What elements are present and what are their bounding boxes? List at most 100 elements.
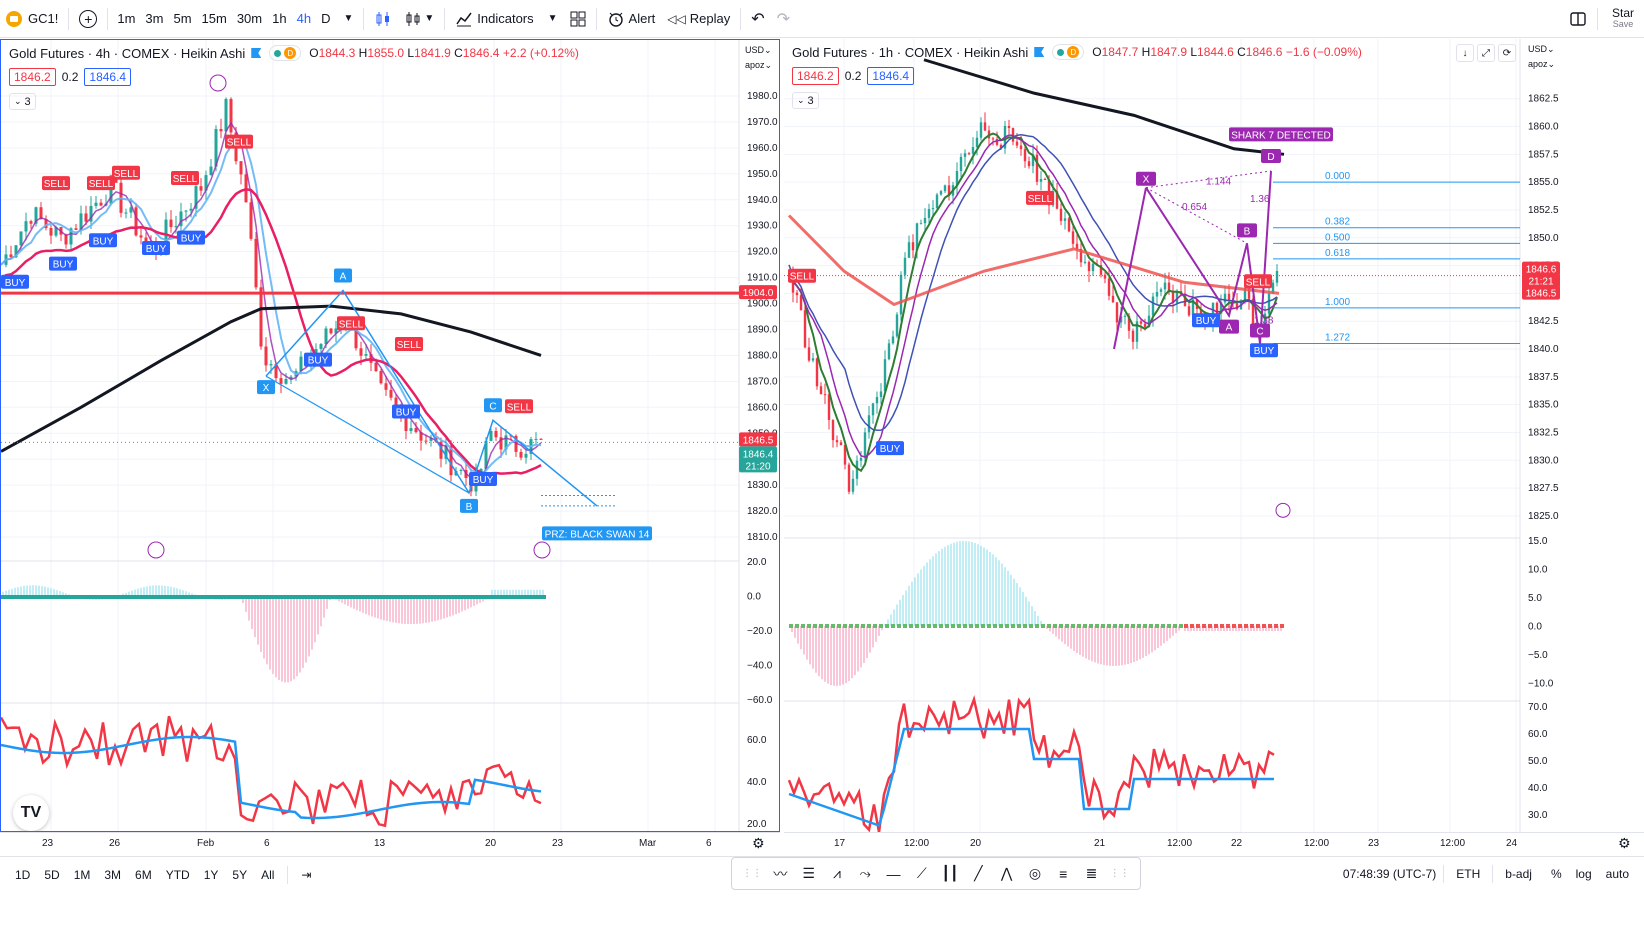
- scale-mode-selector[interactable]: apoz⌄: [1528, 59, 1555, 70]
- more-tools-icon[interactable]: ⋮⋮: [1109, 868, 1130, 879]
- interval-30m[interactable]: 30m: [236, 11, 263, 26]
- candle-body: [1103, 274, 1107, 279]
- range-3m[interactable]: 3M: [104, 867, 122, 882]
- path-icon[interactable]: ⤳: [859, 865, 871, 881]
- chart-canvas-4h[interactable]: 1980.0 1970.0 1960.0 1950.0 1940.0 1930.0 1920…: [1, 40, 779, 831]
- alert-button[interactable]: Alert: [601, 0, 662, 38]
- fib-channel-icon[interactable]: ≡: [1059, 865, 1068, 882]
- range-1y[interactable]: 1Y: [203, 867, 219, 882]
- interval-1m[interactable]: 1m: [117, 11, 136, 26]
- bar-style-button[interactable]: [368, 0, 398, 38]
- interval-1h[interactable]: 1h: [272, 11, 287, 26]
- countdown-tag-bg: [739, 458, 777, 473]
- time-axis-4h[interactable]: 23 26 Feb 6 13 20 23 Mar 6: [0, 832, 780, 854]
- fib-extension-icon[interactable]: ≣: [1085, 865, 1098, 881]
- range-all[interactable]: All: [261, 867, 275, 882]
- goto-date-button[interactable]: ⇥: [294, 868, 318, 882]
- interval-5m[interactable]: 5m: [173, 11, 192, 26]
- signal-buy-bg: [89, 233, 117, 248]
- head-shoulders-icon[interactable]: ⋀: [1000, 865, 1013, 881]
- sell-price-button[interactable]: 1846.2: [792, 67, 839, 85]
- chart-title[interactable]: Gold Futures · 1h · COMEX · Heikin Ashi: [792, 44, 1029, 60]
- save-layout-button[interactable]: Star Save: [1602, 0, 1644, 38]
- adjustment-toggle[interactable]: b-adj: [1505, 867, 1532, 881]
- xabcd-pattern-icon[interactable]: ⩘: [833, 865, 841, 881]
- price-tick-label: 1825.0: [1528, 511, 1559, 522]
- currency-selector[interactable]: USD⌄: [1528, 44, 1555, 55]
- rsi-fast-line: [787, 694, 1275, 832]
- interval-D[interactable]: D: [321, 11, 331, 26]
- sell-price-button[interactable]: 1846.2: [9, 68, 56, 86]
- redo-button[interactable]: ↷: [771, 0, 796, 38]
- trend-line-icon[interactable]: ⟋: [916, 865, 927, 881]
- range-5d[interactable]: 5D: [44, 867, 60, 882]
- indicator-count: 3: [24, 95, 31, 108]
- range-1m[interactable]: 1M: [73, 867, 91, 882]
- compare-symbol-button[interactable]: +: [73, 0, 103, 38]
- buy-price-button[interactable]: 1846.4: [84, 68, 132, 86]
- market-status-pill[interactable]: D: [1052, 44, 1085, 60]
- time-tick-label: 21: [1094, 838, 1106, 849]
- chart-settings-button[interactable]: ⚙: [752, 835, 765, 852]
- delayed-icon: D: [284, 47, 297, 59]
- range-6m[interactable]: 6M: [135, 867, 152, 882]
- drag-handle-icon[interactable]: ⋮⋮: [742, 868, 763, 879]
- event-marker-icon: [1275, 502, 1291, 518]
- replay-button[interactable]: ◁◁ Replay: [661, 0, 736, 38]
- chart-title[interactable]: Gold Futures · 4h · COMEX · Heikin Ashi: [9, 45, 246, 61]
- currency-label: USD: [745, 45, 765, 55]
- chart-type-button[interactable]: ▼: [398, 0, 440, 38]
- clock-display[interactable]: 07:48:39 (UTC-7): [1342, 867, 1437, 881]
- maximize-pane-button[interactable]: ⤢: [1477, 44, 1495, 62]
- chart-canvas-1h[interactable]: 1862.5 1860.0 1857.5 1855.0 1852.5 1850.0 1847…: [784, 39, 1644, 832]
- indicators-toggle[interactable]: ⌄ 3: [9, 93, 36, 110]
- auto-toggle[interactable]: auto: [1605, 867, 1629, 881]
- scale-mode-selector[interactable]: apoz⌄: [745, 60, 772, 71]
- candle-body: [1227, 293, 1231, 302]
- interval-dropdown-button[interactable]: ▼: [335, 0, 359, 38]
- undo-button[interactable]: ↶: [745, 0, 770, 38]
- ray-icon[interactable]: ╱: [974, 865, 983, 881]
- interval-4h[interactable]: 4h: [296, 11, 312, 26]
- low-value: 1841.9: [414, 46, 451, 60]
- chart-pane-4h[interactable]: 1980.0 1970.0 1960.0 1950.0 1940.0 1930.0 1920…: [0, 39, 780, 832]
- log-toggle[interactable]: log: [1575, 867, 1592, 881]
- market-status-pill[interactable]: D: [269, 45, 302, 61]
- chart-pane-1h[interactable]: 1862.5 1860.0 1857.5 1855.0 1852.5 1850.0 1847…: [784, 39, 1644, 832]
- fib-retracement-icon[interactable]: ☰: [802, 865, 815, 881]
- chart-settings-button[interactable]: ⚙: [1618, 835, 1631, 852]
- range-5y[interactable]: 5Y: [232, 867, 248, 882]
- candle-body: [895, 314, 899, 337]
- buy-price-button[interactable]: 1846.4: [867, 67, 915, 85]
- interval-15m[interactable]: 15m: [201, 11, 227, 26]
- tradingview-logo[interactable]: TV: [13, 795, 49, 831]
- sync-pane-button[interactable]: ⟳: [1498, 44, 1516, 62]
- layout-button[interactable]: [1563, 0, 1593, 38]
- currency-selector[interactable]: USD⌄: [745, 45, 772, 56]
- fib-level-label: 1.000: [1325, 297, 1350, 308]
- signal-sell: SELL: [44, 179, 69, 190]
- horizontal-line-icon[interactable]: —: [886, 865, 901, 882]
- ma-mid-line: [1, 140, 542, 477]
- candle-body: [139, 235, 143, 238]
- scroll-down-button[interactable]: ↓: [1456, 44, 1474, 62]
- range-1d[interactable]: 1D: [15, 867, 31, 882]
- elliott-wave-icon[interactable]: 〰: [773, 865, 788, 882]
- percent-toggle[interactable]: %: [1550, 867, 1562, 881]
- interval-3m[interactable]: 3m: [145, 11, 164, 26]
- time-axis-1h[interactable]: 17 12:00 20 21 12:00 22 12:00 23 12:00 24: [784, 832, 1644, 854]
- signal-buy-bg: [876, 441, 904, 456]
- pattern-point-x-bg: [1136, 171, 1156, 186]
- price-tick-label: 1930.0: [747, 221, 778, 232]
- bars-pattern-icon[interactable]: ┃┃: [941, 865, 959, 881]
- candle-body: [843, 444, 847, 465]
- ratio-label: 1.38: [1254, 315, 1274, 326]
- templates-button[interactable]: [564, 0, 592, 38]
- indicators-button[interactable]: Indicators ▼: [449, 0, 563, 38]
- range-ytd[interactable]: YTD: [165, 867, 190, 882]
- candle-body: [1115, 302, 1119, 323]
- session-toggle[interactable]: ETH: [1456, 867, 1481, 881]
- gann-icon[interactable]: ◎: [1028, 865, 1042, 881]
- symbol-search-button[interactable]: GC1!: [0, 0, 64, 38]
- indicators-toggle[interactable]: ⌄ 3: [792, 92, 819, 109]
